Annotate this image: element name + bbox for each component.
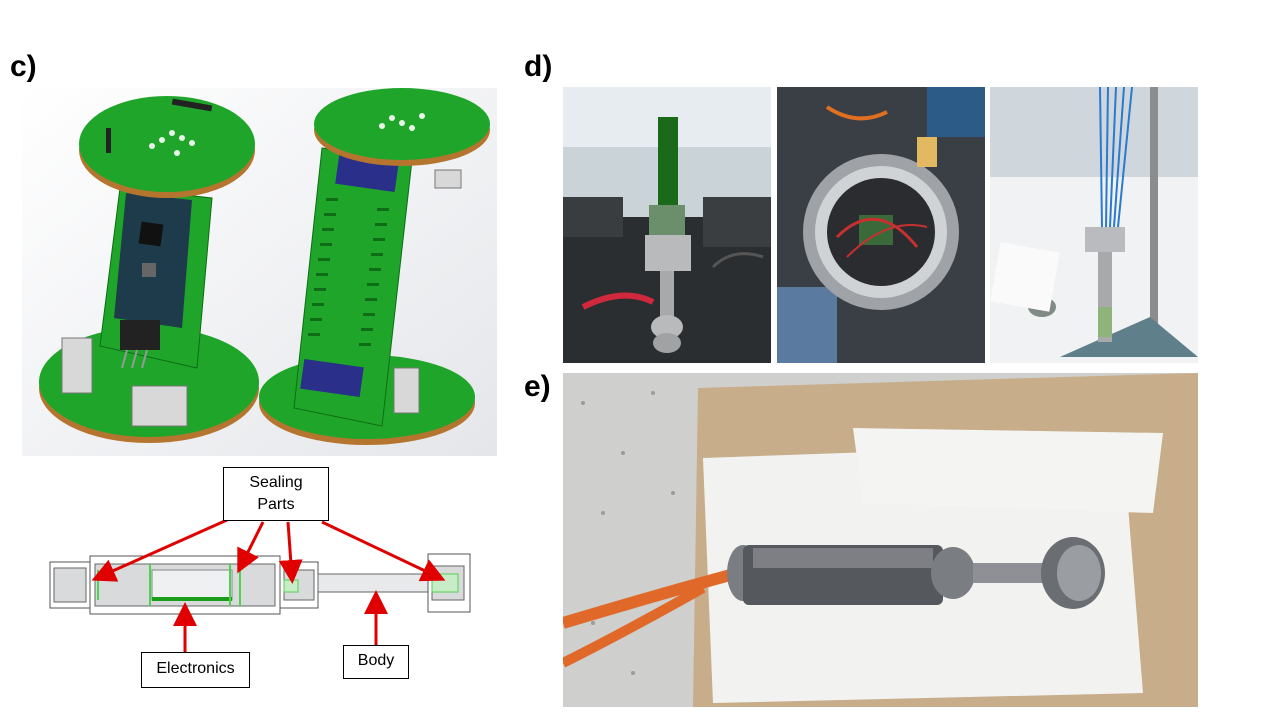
pcb-assembly-left — [39, 96, 259, 443]
pcb-assembly-right — [259, 88, 490, 445]
panel-label-e: e) — [524, 370, 551, 403]
photo-assembly-bench — [563, 87, 771, 363]
photo-assembled-device — [563, 373, 1198, 707]
panel-label-d: d) — [524, 50, 553, 83]
photo-test-stand — [990, 87, 1198, 363]
cross-section-diagram — [40, 540, 480, 620]
photo-housing-top-view — [777, 87, 985, 363]
panel-label-c: c) — [10, 50, 37, 83]
pcb-render — [22, 88, 497, 456]
callout-electronics: Electronics — [141, 652, 250, 688]
callout-body: Body — [343, 645, 409, 679]
callout-sealing-parts: Sealing Parts — [223, 467, 329, 521]
